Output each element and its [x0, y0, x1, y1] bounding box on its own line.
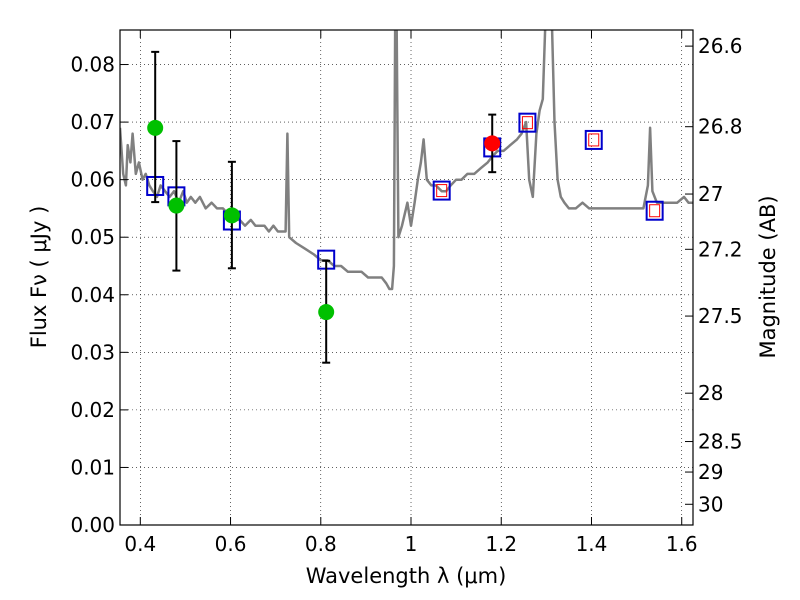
observed-ir-point: [484, 135, 501, 152]
x-tick-label: 1.4: [576, 532, 608, 556]
x-tick-label: 0.4: [124, 532, 156, 556]
right-axis-label: Magnitude (AB): [756, 195, 780, 358]
x-tick-label: 0.8: [305, 532, 337, 556]
mag-tick-label: 28: [698, 381, 723, 405]
y-tick-label: 0.05: [70, 225, 115, 249]
y-axis-label: Flux Fν ( μJy ): [27, 206, 51, 349]
axes-ticks: 0.4 0.6 0.8 1 1.2 1.4 1.6 0.00 0.01 0.02 0.03 0.04 0…: [70, 30, 743, 556]
plot-background: [120, 30, 693, 525]
x-tick-label: 1.6: [666, 532, 698, 556]
x-axis-label: Wavelength λ (μm): [306, 564, 507, 588]
upper-limit-marker: [588, 133, 600, 147]
mag-tick-label: 26.8: [698, 115, 743, 139]
observed-point: [147, 119, 164, 136]
observed-point: [168, 197, 185, 214]
mag-tick-label: 27.5: [698, 304, 743, 328]
spectrum-line: [120, 30, 693, 291]
y-tick-label: 0.04: [70, 283, 115, 307]
x-tick-label: 1: [405, 532, 418, 556]
observed-point: [223, 207, 240, 224]
mag-tick-label: 26.6: [698, 34, 743, 58]
upper-limit-marker: [436, 184, 448, 198]
observed-point: [318, 304, 335, 321]
y-tick-label: 0.01: [70, 455, 115, 479]
model-photometry-square: [432, 180, 451, 201]
y-tick-label: 0.02: [70, 398, 115, 422]
mag-tick-label: 29: [698, 460, 723, 484]
error-bars: [147, 50, 501, 364]
upper-limit-marker: [649, 204, 661, 218]
x-tick-label: 0.6: [215, 532, 247, 556]
mag-tick-label: 28.5: [698, 430, 743, 454]
y-tick-label: 0.03: [70, 340, 115, 364]
y-tick-label: 0.07: [70, 110, 115, 134]
mag-tick-label: 27.2: [698, 237, 743, 261]
mag-tick-label: 27: [698, 182, 723, 206]
model-photometry-square: [584, 129, 603, 150]
y-tick-label: 0.06: [70, 168, 115, 192]
y-tick-label: 0.00: [70, 513, 115, 537]
y-tick-label: 0.08: [70, 53, 115, 77]
upper-limit-marker: [521, 116, 533, 130]
model-photometry-square: [518, 112, 537, 133]
mag-tick-label: 30: [698, 492, 723, 516]
model-photometry-square: [645, 200, 664, 221]
grid: [120, 30, 693, 526]
x-tick-label: 1.2: [485, 532, 517, 556]
plot-frame: [119, 29, 694, 526]
